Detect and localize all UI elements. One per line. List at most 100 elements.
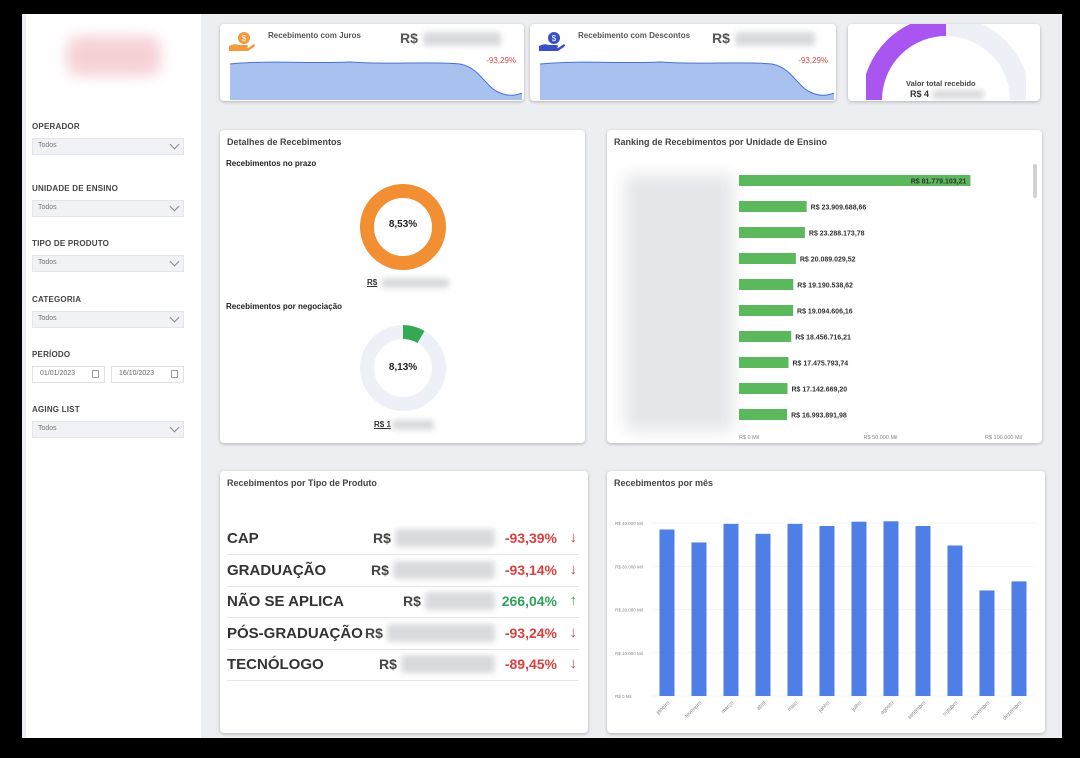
ranking-bar-label: R$ 20.089.029,52 — [800, 257, 856, 264]
ranking-bar[interactable] — [739, 357, 789, 368]
x-axis-tick: maio — [787, 700, 800, 713]
month-bar[interactable] — [819, 526, 835, 696]
kpi-trend: -93,29% — [486, 56, 516, 65]
filter-label: AGING LIST — [32, 405, 80, 414]
ranking-bar[interactable] — [739, 279, 794, 290]
ranking-bar[interactable] — [739, 383, 788, 394]
product-row[interactable]: NÃO SE APLICA R$ 266,04% ↑ — [227, 587, 579, 618]
x-axis-tick: março — [720, 700, 735, 715]
y-axis-tick: R$ 0 Mil — [615, 694, 632, 699]
month-bar[interactable] — [787, 523, 803, 696]
aging-select[interactable]: Todos — [32, 421, 184, 438]
card-title: Ranking de Recebimentos por Unidade de E… — [614, 137, 828, 147]
y-axis-tick: R$ 30.000 Mil — [615, 564, 643, 569]
card-title: Detalhes de Recebimentos — [227, 137, 342, 147]
select-value: Todos — [38, 142, 57, 149]
month-bar[interactable] — [691, 542, 707, 696]
coin-hand-icon: $ — [229, 32, 255, 51]
select-value: Todos — [38, 204, 57, 211]
kpi-currency: R$ — [400, 30, 418, 46]
arrow-down-icon: ↓ — [569, 655, 578, 672]
arrow-up-icon: ↑ — [569, 592, 578, 609]
chevron-down-icon — [169, 256, 180, 267]
ranking-axis-tick: R$ 0 Mil — [739, 435, 759, 441]
month-bar[interactable] — [1011, 581, 1027, 696]
filter-categoria: CATEGORIA Todos — [32, 295, 192, 328]
ranking-bar[interactable] — [739, 201, 807, 212]
month-bar[interactable] — [755, 533, 771, 696]
ranking-bar[interactable] — [739, 227, 805, 238]
product-row[interactable]: TECNÓLOGO R$ -89,45% ↓ — [227, 650, 579, 681]
x-axis-tick: agosto — [879, 700, 895, 716]
arrow-down-icon: ↓ — [569, 529, 578, 546]
date-value: 01/01/2023 — [40, 370, 76, 377]
month-bar[interactable] — [659, 529, 675, 696]
mensal-card: Recebimentos por mês R$ 0 Mil R$ 10.000 M… — [607, 471, 1045, 733]
product-name: CAP — [227, 530, 259, 547]
end-date-input[interactable]: 16/10/2023 — [111, 366, 184, 383]
detalhes-card: Detalhes de Recebimentos Recebimentos no… — [220, 130, 585, 443]
filter-periodo: PERÍODO 01/01/2023 16/10/2023 — [32, 350, 192, 383]
month-bar[interactable] — [851, 521, 867, 696]
select-value: Todos — [38, 259, 57, 266]
month-bar[interactable] — [883, 521, 899, 696]
kpi-trend: -93,29% — [798, 56, 828, 65]
produtos-card: Recebimentos por Tipo de Produto CAP R$ -9… — [220, 471, 588, 733]
ranking-bar-label: R$ 18.456.716,21 — [795, 335, 851, 342]
logo — [66, 36, 161, 76]
x-axis-tick: abril — [756, 700, 768, 712]
filter-sidebar: OPERADOR Todos UNIDADE DE ENSINO Todos T… — [26, 14, 201, 738]
product-amount-redacted — [401, 655, 495, 673]
x-axis-tick: outubro — [942, 700, 959, 717]
chevron-down-icon — [169, 139, 180, 150]
calendar-icon[interactable] — [92, 370, 99, 378]
kpi-juros-card: $ Recebimento com Juros R$ -93,29% — [220, 24, 524, 101]
filter-label: OPERADOR — [32, 122, 80, 131]
unit-names-redacted — [625, 175, 733, 431]
product-pct: 266,04% — [501, 593, 557, 609]
product-pct: -89,45% — [504, 656, 557, 672]
categoria-select[interactable]: Todos — [32, 311, 184, 328]
kpi-value-redacted — [932, 90, 984, 99]
product-name: TECNÓLOGO — [227, 656, 324, 673]
month-bar[interactable] — [979, 590, 995, 696]
kpi-value-redacted — [423, 32, 501, 46]
filter-unidade: UNIDADE DE ENSINO Todos — [32, 184, 192, 217]
filter-label: TIPO DE PRODUTO — [32, 239, 110, 248]
tipo-produto-select[interactable]: Todos — [32, 255, 184, 272]
product-row[interactable]: PÓS-GRADUAÇÃO R$ -93,24% ↓ — [227, 619, 579, 650]
product-row[interactable]: CAP R$ -93,39% ↓ — [227, 524, 579, 555]
ranking-bar[interactable] — [739, 305, 794, 316]
x-axis-tick: julho — [850, 700, 863, 713]
x-axis-tick: junho — [817, 700, 831, 714]
month-bar[interactable] — [723, 523, 739, 696]
start-date-input[interactable]: 01/01/2023 — [32, 366, 105, 383]
month-bar[interactable] — [947, 545, 963, 696]
product-row[interactable]: GRADUAÇÃO R$ -93,14% ↓ — [227, 556, 579, 587]
unidade-select[interactable]: Todos — [32, 200, 184, 217]
negociacao-donut — [360, 325, 446, 411]
ranking-bar-label: R$ 81.779.103,21 — [911, 179, 967, 186]
arrow-down-icon: ↓ — [569, 560, 578, 578]
product-amount-redacted — [387, 623, 495, 642]
ranking-bar[interactable] — [739, 409, 788, 420]
month-bar[interactable] — [915, 526, 931, 696]
ranking-axis-tick: R$ 50.000 Mil — [864, 435, 898, 441]
ranking-bar[interactable] — [739, 253, 796, 264]
prazo-donut — [360, 184, 446, 270]
product-currency: R$ — [365, 624, 383, 641]
kpi-currency: R$ — [712, 30, 730, 46]
ranking-scrollbar[interactable] — [1033, 164, 1037, 198]
ranking-bar-label: R$ 19.094.606,16 — [797, 309, 853, 316]
ranking-bar[interactable] — [739, 331, 792, 342]
product-amount-redacted — [393, 560, 495, 579]
calendar-icon[interactable] — [171, 370, 178, 378]
negociacao-amount-redacted — [392, 420, 434, 430]
product-name: PÓS-GRADUAÇÃO — [227, 624, 363, 642]
filter-label: UNIDADE DE ENSINO — [32, 184, 119, 193]
kpi-value-redacted — [735, 32, 815, 46]
operador-select[interactable]: Todos — [32, 138, 184, 155]
coin-hand-icon: $ — [539, 32, 565, 51]
ranking-bar[interactable] — [739, 175, 971, 186]
ranking-bar-label: R$ 17.142.669,20 — [792, 387, 848, 394]
